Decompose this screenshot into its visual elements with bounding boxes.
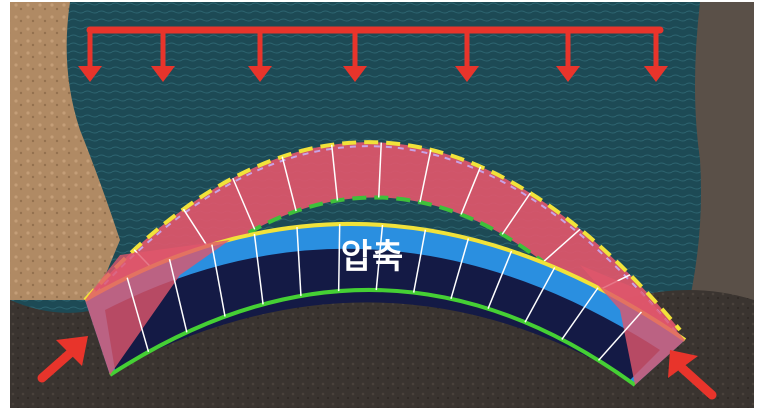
segment-line xyxy=(232,177,256,230)
thrust-arrow-left xyxy=(37,336,88,383)
down-arrow-icon xyxy=(644,32,668,82)
down-arrow-icon xyxy=(343,32,367,82)
segment-line xyxy=(378,142,382,198)
segment-line xyxy=(375,224,384,291)
segment-line xyxy=(412,229,427,293)
segment-line xyxy=(253,233,264,305)
segment-line xyxy=(450,238,470,299)
down-arrow-icon xyxy=(151,32,175,82)
compression-label: 압축 xyxy=(341,237,404,277)
segment-line xyxy=(330,144,339,201)
thrust-arrow-right xyxy=(668,350,717,400)
segment-line xyxy=(281,156,297,212)
segment-line xyxy=(168,259,188,333)
segment-line xyxy=(597,311,643,361)
segment-line xyxy=(524,267,556,323)
segment-line xyxy=(487,250,513,309)
load-arrows xyxy=(78,26,668,82)
down-arrow-icon xyxy=(248,32,272,82)
segment-line xyxy=(419,149,432,203)
segment-line xyxy=(501,192,531,235)
down-arrow-icon xyxy=(556,32,580,82)
segment-line xyxy=(337,224,341,292)
down-arrow-icon xyxy=(78,32,102,82)
right-rock xyxy=(685,2,754,320)
lower-arch xyxy=(84,222,687,387)
segment-line xyxy=(542,228,581,263)
segment-line xyxy=(460,166,482,215)
segment-line xyxy=(211,244,226,317)
segment-line xyxy=(126,277,150,353)
segment-line xyxy=(561,287,599,340)
down-arrow-icon xyxy=(455,32,479,82)
left-rock xyxy=(10,2,120,300)
segment-line xyxy=(296,226,302,296)
